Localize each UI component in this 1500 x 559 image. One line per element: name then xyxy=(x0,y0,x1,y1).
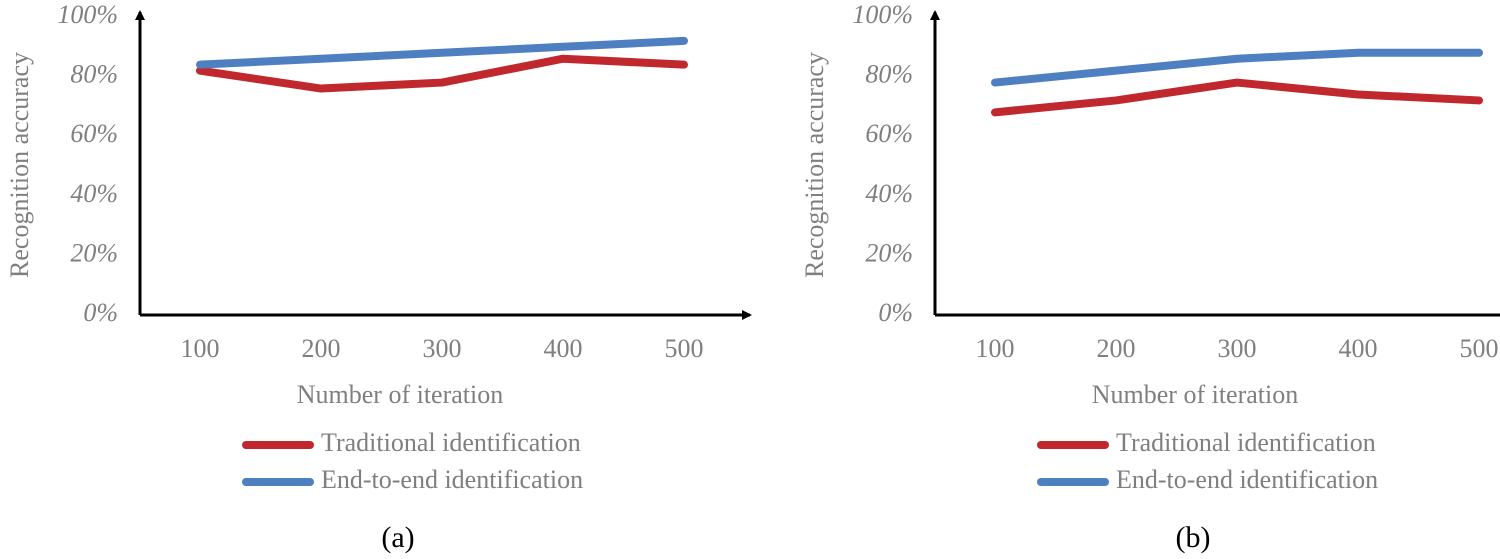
x-tick-label: 500 xyxy=(1460,334,1499,363)
x-tick-label: 200 xyxy=(1097,334,1136,363)
y-axis-title: Recognition accuracy xyxy=(5,52,34,278)
y-tick-label: 0% xyxy=(83,298,118,327)
y-axis-title: Recognition accuracy xyxy=(800,52,829,278)
y-tick-label: 60% xyxy=(70,119,118,148)
y-tick-label: 40% xyxy=(70,179,118,208)
y-tick-label: 100% xyxy=(57,0,118,29)
x-tick-label: 200 xyxy=(302,334,341,363)
caption: (a) xyxy=(381,521,414,554)
x-tick-label: 100 xyxy=(181,334,220,363)
series-line xyxy=(991,78,1483,117)
x-tick-label: 300 xyxy=(1218,334,1257,363)
x-tick-label: 500 xyxy=(665,334,704,363)
y-tick-label: 0% xyxy=(878,298,913,327)
y-tick-label: 80% xyxy=(70,60,118,89)
legend-label: End-to-end identification xyxy=(1116,465,1378,494)
x-tick-label: 400 xyxy=(1339,334,1378,363)
series-line xyxy=(196,54,688,93)
legend-label: End-to-end identification xyxy=(321,465,583,494)
x-tick-label: 300 xyxy=(423,334,462,363)
caption: (b) xyxy=(1176,521,1211,554)
x-tick-label: 100 xyxy=(976,334,1015,363)
legend-label: Traditional identification xyxy=(1116,428,1376,457)
x-axis-title: Number of iteration xyxy=(297,380,504,409)
series-line xyxy=(991,48,1483,87)
x-axis-title: Number of iteration xyxy=(1092,380,1299,409)
y-tick-label: 80% xyxy=(865,60,913,89)
y-tick-label: 100% xyxy=(852,0,913,29)
y-tick-label: 20% xyxy=(70,238,118,267)
y-tick-label: 40% xyxy=(865,179,913,208)
series-line xyxy=(196,36,688,69)
x-tick-label: 400 xyxy=(544,334,583,363)
y-tick-label: 20% xyxy=(865,238,913,267)
legend-label: Traditional identification xyxy=(321,428,581,457)
y-tick-label: 60% xyxy=(865,119,913,148)
